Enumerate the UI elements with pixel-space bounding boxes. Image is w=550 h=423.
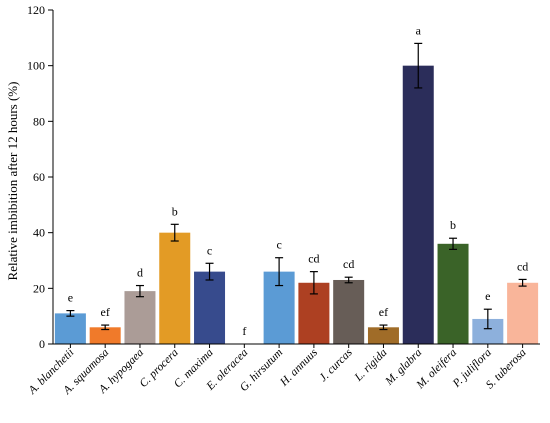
y-tick-label: 100 [27,59,45,73]
significance-letter: a [416,23,422,37]
bar [89,327,121,344]
significance-letter: e [485,289,490,303]
y-tick-label: 20 [33,281,45,295]
bar [124,291,156,344]
bar [437,243,469,344]
significance-letter: f [242,324,246,338]
error-bars [66,42,527,331]
bar [367,327,399,344]
significance-letter: ef [101,305,110,319]
significance-letter: b [450,218,456,232]
significance-letter: e [68,291,73,305]
bar [194,271,226,344]
significance-letter: c [207,243,212,257]
significance-letter: b [172,204,178,218]
bar [159,232,191,344]
significance-letter: ef [379,305,388,319]
significance-letters: e ef d b c f c cd cd ef a b e cd [68,23,529,338]
significance-letter: c [276,238,281,252]
significance-letter: cd [343,257,354,271]
category-label: J. curcas [317,346,355,384]
y-axis-label: Relative imbibition after 12 hours (%) [5,82,20,281]
y-tick-label: 0 [39,337,45,351]
category-label: H. annuus [277,346,320,389]
significance-letter: cd [308,252,319,266]
bars [54,65,539,345]
y-tick-label: 40 [33,226,45,240]
y-tick-label: 120 [27,3,45,17]
bar [402,65,434,345]
significance-letter: d [137,266,143,280]
y-tick-label: 80 [33,114,45,128]
bar [507,282,539,344]
bar [333,279,365,344]
bar [54,313,86,344]
significance-letter: cd [517,259,528,273]
y-tick-label: 60 [33,170,45,184]
y-axis: 0 20 40 60 80 100 120 [27,3,54,351]
